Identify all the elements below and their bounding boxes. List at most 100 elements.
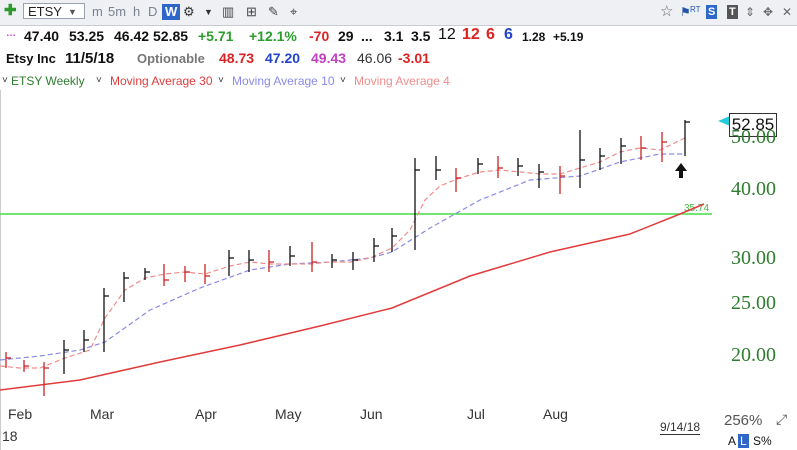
ohlc-bar <box>144 268 150 280</box>
chart-legend: ˅ ETSY Weekly ˅ Moving Average 30 ˅ Movi… <box>0 73 797 90</box>
close-icon[interactable]: ✕ <box>782 5 793 19</box>
price-bars <box>5 120 690 396</box>
bar-chart-icon[interactable]: ▥ <box>222 4 235 19</box>
interval-m[interactable]: m <box>92 4 103 19</box>
ohlc-bar <box>497 156 503 178</box>
expand-icon[interactable]: ⇕ <box>745 5 756 19</box>
value-v9: 6 <box>504 26 513 43</box>
y-tick-40: 40.00 <box>731 178 776 200</box>
ohlc-bar <box>228 250 234 276</box>
grid-icon[interactable]: ⊞ <box>246 4 257 19</box>
interval-5m[interactable]: 5m <box>108 4 127 19</box>
legend-ma30[interactable]: Moving Average 30 <box>110 74 213 88</box>
legend-chevron-icon[interactable]: ˅ <box>96 75 102 86</box>
change-pct: +12.1% <box>249 28 297 44</box>
settings-icon[interactable]: ⚙ <box>183 4 195 19</box>
change-value: +5.71 <box>198 28 234 44</box>
value-v8: 6 <box>486 26 495 43</box>
value-v7: 12 <box>462 26 480 43</box>
t-button[interactable]: T <box>727 5 738 19</box>
interval-d[interactable]: D <box>148 4 158 19</box>
arrow-up-icon <box>675 163 687 178</box>
value-v5: 3.5 <box>411 28 431 44</box>
dropdown-icon[interactable]: ▼ <box>204 7 213 17</box>
ma30-value: 48.73 <box>219 50 255 66</box>
zoom-fit-icon[interactable]: ⤢ <box>776 411 788 427</box>
value-v1: -70 <box>309 28 330 44</box>
value-v3: ... <box>361 28 373 44</box>
ohlc-bar <box>123 272 129 302</box>
ohlc-bar <box>538 164 544 188</box>
x-label-jun: Jun <box>360 406 383 422</box>
value-v2: 29 <box>338 28 354 44</box>
symbol-input[interactable]: ETSY <box>23 3 85 19</box>
footer-button-spct[interactable]: S% <box>753 434 772 448</box>
ma30-line <box>0 203 705 391</box>
y-tick-30: 30.00 <box>731 247 776 269</box>
ohlc-bar <box>248 250 254 272</box>
company-name: Etsy Inc <box>6 51 56 66</box>
footer-button-l[interactable]: L <box>738 434 749 448</box>
low-value: 46.42 <box>114 28 150 44</box>
rt-label: RT <box>690 5 701 14</box>
ma10-line <box>0 153 685 361</box>
star-icon[interactable]: ☆ <box>660 3 674 20</box>
interval-h[interactable]: h <box>133 4 141 19</box>
dots-icon: … <box>6 28 16 39</box>
add-icon[interactable]: ✚ <box>4 2 17 19</box>
ma10-value: 47.20 <box>265 50 301 66</box>
ohlc-bar <box>163 264 169 286</box>
footer-button-a[interactable]: A <box>728 434 737 448</box>
ohlc-bar <box>352 252 358 270</box>
date-label: 9/14/18 <box>660 420 701 435</box>
last-price-marker <box>718 116 730 126</box>
hline-label: 35.74 <box>684 203 709 214</box>
toolbar: ✚ ETSY ▼ m 5m h D W ⚙ ▼ ▥ ⊞ ✎ ⌖ ☆ ⚑ RT S… <box>0 0 797 26</box>
ohlc-bar <box>103 288 109 352</box>
ohlc-bar <box>391 228 397 252</box>
tag-icon[interactable]: ⌖ <box>290 4 298 19</box>
pencil-icon[interactable]: ✎ <box>268 4 279 19</box>
ohlc-bar <box>684 120 690 156</box>
x-label-may: May <box>275 406 302 422</box>
legend-etsy-weekly[interactable]: ETSY Weekly <box>11 74 85 88</box>
legend-ma10[interactable]: Moving Average 10 <box>232 74 335 88</box>
ohlc-bar <box>184 266 190 282</box>
diff-value: -3.01 <box>398 50 430 66</box>
chevron-down-icon[interactable]: ▼ <box>68 7 77 17</box>
ohlc-bar <box>640 136 646 160</box>
ohlc-bar <box>43 362 49 396</box>
ohlc-bar <box>559 166 565 194</box>
ohlc-bar <box>620 138 626 164</box>
ohlc-bar <box>5 352 11 368</box>
flag-icon[interactable]: ⚑ <box>680 5 691 19</box>
open-value: 47.40 <box>24 28 60 44</box>
x-label-aug: Aug <box>543 406 568 422</box>
close-value: 52.85 <box>153 28 189 44</box>
zoom-level[interactable]: 256% <box>724 412 763 429</box>
legend-chevron-icon[interactable]: ˅ <box>340 75 346 86</box>
ohlc-bar <box>331 254 337 268</box>
ohlc-bar <box>414 158 420 250</box>
move-icon[interactable]: ✥ <box>763 5 774 19</box>
x-label-feb: Feb <box>8 406 33 422</box>
s-button[interactable]: S <box>706 5 718 19</box>
interval-w[interactable]: W <box>162 4 181 20</box>
x-label-year: 18 <box>2 428 18 444</box>
ohlc-bar <box>83 330 89 352</box>
legend-chevron-icon[interactable]: ˅ <box>218 75 224 86</box>
ohlc-bar <box>63 340 69 374</box>
legend-ma4[interactable]: Moving Average 4 <box>354 74 450 88</box>
value-v4: 3.1 <box>384 28 404 44</box>
legend-chevron-icon[interactable]: ˅ <box>2 75 8 86</box>
ohlc-bar <box>599 148 605 170</box>
value-v11: +5.19 <box>553 30 584 44</box>
ohlc-bar <box>661 132 667 162</box>
ohlc-bar <box>435 156 441 180</box>
ohlc-bar <box>23 360 29 372</box>
other-value: 46.06 <box>357 50 393 66</box>
x-label-jul: Jul <box>467 406 485 422</box>
quote-date: 11/5/18 <box>65 50 115 67</box>
ma4-value: 49.43 <box>311 50 347 66</box>
